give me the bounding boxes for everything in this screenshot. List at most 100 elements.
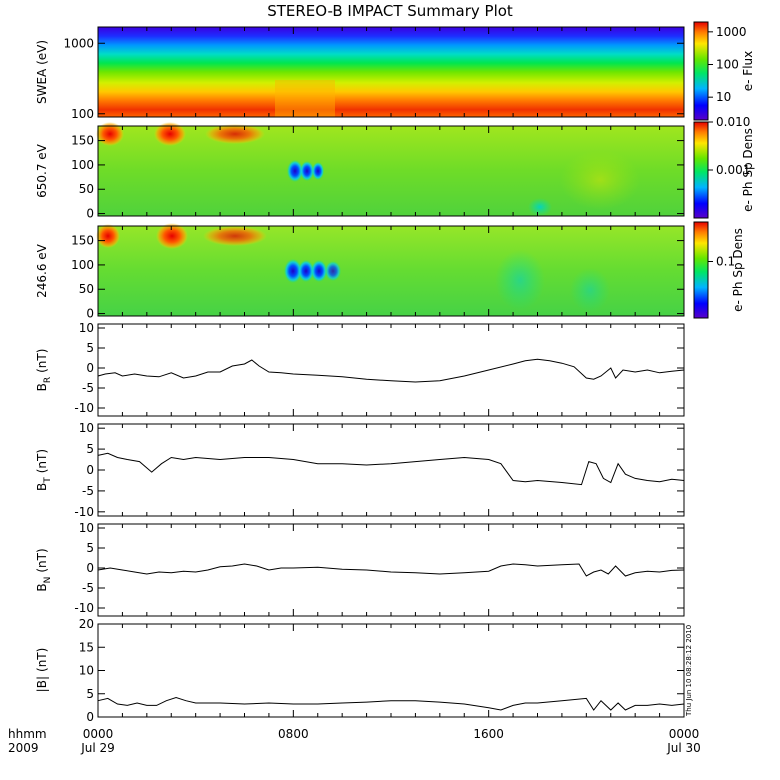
x-tick-label: 0800 — [278, 727, 309, 741]
bmag-series-line — [97, 696, 685, 711]
pad246-coldspot — [311, 260, 327, 282]
colorbar-tick-label: 1000 — [716, 25, 747, 39]
hhmm-label: hhmm — [8, 727, 47, 741]
swea-colorbar: 10 100 1000 e- Flux — [693, 21, 755, 121]
pad650-hotspot — [96, 122, 124, 146]
y-tick-label: -5 — [82, 581, 94, 595]
pad246-colorbar-label: e- Ph Sp Dens — [731, 228, 745, 312]
pad650-hotspot — [154, 122, 186, 146]
pad246-colorbar: 0.1 e- Ph Sp Dens — [693, 221, 745, 319]
y-tick-label: -10 — [74, 401, 94, 415]
y-tick-label: -10 — [74, 601, 94, 615]
y-tick-label: 0 — [86, 207, 94, 221]
bn-ylabel-unit: (nT) — [35, 548, 49, 572]
x-tick-label: 1600 — [473, 727, 504, 741]
date-label-end: Jul 30 — [666, 741, 701, 755]
y-tick-label: 100 — [71, 158, 94, 172]
y-tick-label: 15 — [79, 640, 94, 654]
colorbar-tick-label: 10 — [716, 90, 731, 104]
bn-panel: -10 -5 0 5 10 — [74, 521, 685, 617]
y-tick-label: 10 — [79, 321, 94, 335]
y-tick-label: 20 — [79, 617, 94, 631]
x-tick-label: 0000 — [83, 727, 114, 741]
swea-spectrogram — [98, 27, 684, 117]
y-tick-label: 50 — [79, 282, 94, 296]
bt-ylabel-unit: (nT) — [35, 449, 49, 473]
bn-ylabel-main: B — [35, 583, 49, 591]
pad246-patch — [570, 268, 610, 312]
pad650-colorbar-scale — [693, 121, 709, 219]
y-tick-label: 5 — [86, 341, 94, 355]
pad246-coldspot — [284, 259, 302, 283]
y-tick-label: 0 — [86, 463, 94, 477]
pad650-coldspot — [300, 161, 314, 181]
bn-frame — [97, 523, 685, 617]
bn-ylabel-sub: N — [43, 577, 53, 584]
y-tick-label: -10 — [74, 505, 94, 519]
year-label: 2009 — [8, 741, 39, 755]
pad650-coldspot — [312, 162, 324, 180]
colorbar-tick-label: 0.001 — [716, 163, 750, 177]
plot-title: STEREO-B IMPACT Summary Plot — [267, 2, 513, 20]
y-tick-label: 0 — [86, 561, 94, 575]
y-tick-label: 100 — [71, 258, 94, 272]
swea-dip-region — [275, 80, 335, 117]
bmag-ylabel: |B| (nT) — [35, 648, 49, 693]
x-tick-label: 0000 — [669, 727, 700, 741]
bn-series-line — [97, 563, 685, 577]
bt-series-line — [97, 452, 685, 486]
bmag-ylabel-unit: (nT) — [35, 648, 49, 672]
bt-ylabel-main: B — [35, 483, 49, 491]
swea-colorbar-label: e- Flux — [741, 51, 755, 91]
bmag-panel: 0 5 10 15 20 — [79, 617, 685, 724]
bt-panel: -10 -5 0 5 10 — [74, 421, 685, 519]
pad246-hotspot — [156, 223, 188, 249]
colorbar-tick-label: 0.010 — [716, 115, 750, 129]
bt-frame — [97, 423, 685, 517]
colorbar-tick-label: 0.1 — [716, 254, 735, 268]
bn-ylabel: BN (nT) — [35, 548, 53, 591]
bmag-ylabel-main: |B| — [35, 676, 49, 692]
pad650-colorbar: 0.001 0.010 e- Ph Sp Dens — [693, 115, 755, 219]
pad650-ylabel: 650.7 eV — [35, 143, 49, 198]
pad246-colorbar-scale — [693, 221, 709, 319]
y-tick-label: 150 — [71, 234, 94, 248]
y-tick-label: 5 — [86, 442, 94, 456]
br-series-line — [97, 358, 685, 383]
pad246-ylabel: 246.6 eV — [35, 243, 49, 298]
br-ylabel-sub: R — [43, 377, 53, 383]
pad650-hotspot — [205, 124, 265, 144]
pad650-panel: 0 50 100 150 — [71, 122, 685, 221]
swea-panel: 100 1000 — [63, 26, 685, 121]
y-tick-label: 5 — [86, 541, 94, 555]
y-tick-label: 10 — [79, 421, 94, 435]
pad246-coldspot — [325, 261, 341, 281]
swea-colorbar-scale — [693, 21, 709, 121]
br-ylabel-main: B — [35, 383, 49, 391]
br-ylabel-unit: (nT) — [35, 349, 49, 373]
pad246-hotspot — [96, 224, 120, 248]
pad246-panel: 0 50 100 150 — [71, 223, 685, 321]
colorbar-tick-label: 100 — [716, 58, 739, 72]
y-tick-label: 150 — [71, 134, 94, 148]
pad246-patch — [495, 250, 545, 310]
bt-ylabel: BT (nT) — [35, 449, 53, 491]
y-tick-label: 50 — [79, 182, 94, 196]
bmag-frame — [97, 623, 685, 718]
pad650-patch — [560, 150, 640, 210]
y-tick-label: 10 — [79, 664, 94, 678]
br-frame — [97, 323, 685, 417]
y-tick-label: 10 — [79, 521, 94, 535]
br-ylabel: BR (nT) — [35, 349, 53, 392]
timestamp-stamp: Thu Jun 10 08:28:12 2010 — [685, 625, 693, 717]
y-tick-label: 100 — [71, 107, 94, 121]
y-tick-label: 5 — [86, 687, 94, 701]
pad246-coldspot — [298, 260, 314, 282]
pad246-hotspot — [203, 226, 267, 246]
bt-ylabel-sub: T — [43, 477, 53, 484]
br-panel: -10 -5 0 5 10 — [74, 321, 685, 417]
y-tick-label: -5 — [82, 484, 94, 498]
pad650-coldspot — [287, 160, 303, 182]
swea-ylabel: SWEA (eV) — [35, 40, 49, 104]
